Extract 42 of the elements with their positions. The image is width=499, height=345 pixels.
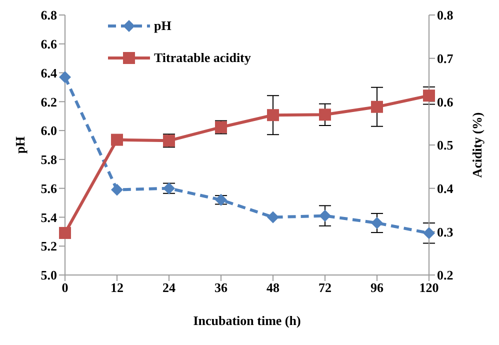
point: [59, 226, 71, 239]
y-tick-label: 5.6: [40, 180, 58, 196]
x-tick-label: 120: [419, 280, 439, 296]
legend-label: Titratable acidity: [154, 50, 251, 66]
y-tick-label: 5.8: [40, 152, 58, 168]
y2-tick-label: 0.3: [437, 224, 454, 240]
y-tick-label: 5.2: [40, 238, 57, 254]
point: [111, 184, 123, 196]
x-tick-label: 96: [370, 280, 384, 296]
point: [111, 134, 123, 146]
x-tick-label: 24: [162, 280, 176, 296]
y2-tick-label: 0.2: [437, 268, 454, 283]
y-tick-label: 6.2: [40, 94, 57, 110]
point: [423, 227, 435, 240]
x-tick-label: 48: [266, 280, 280, 296]
y2-tick-label: 0.8: [437, 8, 454, 23]
x-axis-title: Incubation time (h): [193, 313, 301, 328]
point: [371, 217, 383, 229]
point: [423, 90, 435, 102]
point: [267, 109, 279, 122]
x-tick-label: 12: [110, 280, 124, 296]
x-tick-label: 36: [214, 280, 228, 296]
x-tick-label: 72: [318, 280, 332, 296]
point: [371, 100, 383, 113]
y2-tick-label: 0.4: [437, 180, 454, 196]
y-tick-label: 6.4: [40, 65, 58, 80]
x-tick-label: 0: [62, 280, 68, 296]
y-tick-label: 6.8: [40, 8, 58, 23]
point: [319, 210, 331, 222]
y-tick-label: 6.0: [40, 123, 57, 138]
y2-axis-title: Acidity (%): [470, 112, 485, 178]
y2-tick-label: 0.5: [437, 138, 454, 153]
y-tick-label: 5.4: [40, 210, 58, 225]
y-axis-title: pH: [12, 136, 28, 154]
y-tick-label: 6.6: [40, 36, 58, 52]
y2-tick-label: 0.6: [437, 94, 454, 110]
y-tick-label: 5.0: [40, 268, 57, 283]
y2-tick-label: 0.7: [437, 50, 454, 66]
point: [319, 108, 331, 121]
point: [59, 71, 71, 84]
legend-label: pH: [154, 18, 172, 34]
point: [267, 211, 279, 224]
